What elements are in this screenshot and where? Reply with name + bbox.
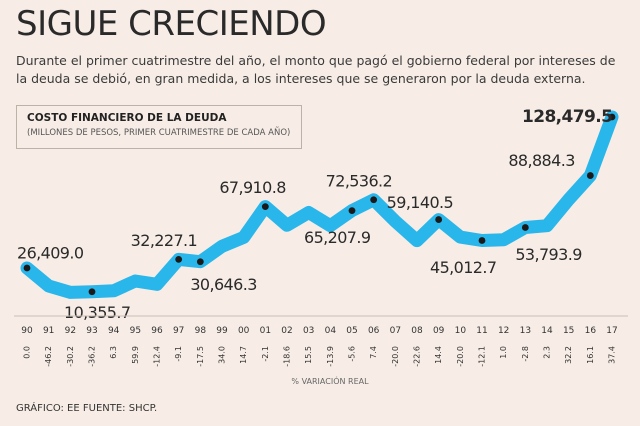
pct-change-label: -5.6 bbox=[348, 346, 357, 362]
data-label: 65,207.9 bbox=[304, 228, 371, 247]
data-label: 88,884.3 bbox=[508, 151, 574, 170]
data-label: 26,409.0 bbox=[17, 243, 84, 262]
pct-change-label: 37.4 bbox=[608, 346, 617, 364]
pct-axis-caption: % VARIACIÓN REAL bbox=[291, 375, 369, 386]
data-label: 53,793.9 bbox=[515, 245, 582, 264]
pct-change-label: 7.4 bbox=[369, 346, 378, 359]
data-point bbox=[175, 255, 183, 263]
x-tick-label: 15 bbox=[563, 326, 574, 336]
data-label: 67,910.8 bbox=[219, 178, 286, 197]
x-tick-label: 91 bbox=[43, 326, 54, 336]
data-label: 72,536.2 bbox=[326, 171, 392, 190]
legend-subtitle: (MILLONES DE PESOS, PRIMER CUATRIMESTRE … bbox=[27, 128, 291, 138]
data-point bbox=[586, 172, 594, 179]
x-tick-label: 14 bbox=[541, 326, 553, 336]
data-point bbox=[23, 264, 31, 272]
x-tick-label: 13 bbox=[520, 326, 531, 336]
pct-change-label: -22.6 bbox=[413, 346, 422, 367]
data-point bbox=[521, 224, 529, 231]
data-point bbox=[478, 237, 486, 244]
x-tick-label: 99 bbox=[216, 326, 228, 336]
footer-credits: GRÁFICO: EE FUENTE: SHCP. bbox=[16, 403, 158, 414]
pct-change-label: -36.2 bbox=[88, 346, 97, 367]
pct-change-label: -20.0 bbox=[391, 346, 400, 367]
pct-change-label: 0.0 bbox=[23, 346, 32, 359]
x-tick-label: 96 bbox=[151, 326, 163, 336]
legend-title: COSTO FINANCIERO DE LA DEUDA bbox=[27, 112, 227, 124]
pct-change-label: -12.4 bbox=[153, 346, 162, 367]
x-tick-label: 11 bbox=[476, 326, 487, 336]
data-label: 32,227.1 bbox=[131, 231, 197, 250]
data-label: 45,012.7 bbox=[430, 258, 496, 277]
x-tick-label: 10 bbox=[455, 326, 467, 336]
x-tick-label: 93 bbox=[86, 326, 97, 336]
data-point bbox=[88, 288, 96, 296]
pct-change-label: 32.2 bbox=[564, 346, 573, 364]
pct-change-label: -2.1 bbox=[261, 346, 270, 362]
x-tick-label: 92 bbox=[65, 326, 76, 336]
x-tick-label: 01 bbox=[260, 326, 271, 336]
pct-change-label: -46.2 bbox=[44, 346, 53, 367]
pct-change-label: 14.7 bbox=[239, 346, 248, 364]
pct-change-label: 1.0 bbox=[499, 346, 508, 359]
pct-change-label: -20.0 bbox=[456, 346, 465, 367]
pct-change-label: 2.3 bbox=[543, 346, 552, 359]
chart-title: SIGUE CRECIENDO bbox=[16, 4, 327, 44]
data-point bbox=[435, 216, 443, 223]
data-point bbox=[196, 258, 204, 266]
data-point bbox=[370, 196, 378, 204]
x-tick-label: 03 bbox=[303, 326, 314, 336]
pct-change-label: -30.2 bbox=[66, 346, 75, 367]
data-point bbox=[261, 203, 269, 210]
pct-change-label: -9.1 bbox=[174, 346, 183, 362]
x-tick-label: 04 bbox=[325, 326, 337, 336]
pct-change-label: 15.5 bbox=[304, 346, 313, 364]
data-label: 59,140.5 bbox=[387, 193, 453, 212]
x-tick-label: 97 bbox=[173, 326, 184, 336]
x-tick-label: 12 bbox=[498, 326, 509, 336]
data-label: 10,355.7 bbox=[64, 303, 130, 322]
pct-change-label: -17.5 bbox=[196, 346, 205, 367]
legend-box: COSTO FINANCIERO DE LA DEUDA (MILLONES D… bbox=[16, 105, 302, 149]
data-label: 30,646.3 bbox=[190, 275, 256, 294]
x-tick-label: 98 bbox=[195, 326, 207, 336]
x-tick-label: 95 bbox=[130, 326, 141, 336]
pct-change-label: 16.1 bbox=[586, 346, 595, 364]
pct-change-label: 6.3 bbox=[109, 346, 118, 359]
x-tick-label: 08 bbox=[411, 326, 423, 336]
pct-change-label: -13.9 bbox=[326, 346, 335, 367]
x-tick-label: 02 bbox=[281, 326, 292, 336]
x-tick-label: 09 bbox=[433, 326, 445, 336]
x-tick-label: 06 bbox=[368, 326, 380, 336]
data-label: 128,479.5 bbox=[522, 107, 612, 127]
pct-change-label: 59.9 bbox=[131, 346, 140, 364]
data-point bbox=[608, 113, 616, 121]
series-line bbox=[20, 110, 619, 299]
data-point bbox=[348, 207, 356, 214]
pct-change-label: 14.4 bbox=[434, 346, 443, 364]
pct-change-label: -2.8 bbox=[521, 346, 530, 362]
pct-change-label: -12.1 bbox=[478, 346, 487, 367]
pct-change-label: 34.0 bbox=[218, 346, 227, 364]
x-tick-label: 00 bbox=[238, 326, 250, 336]
x-tick-label: 90 bbox=[21, 326, 33, 336]
x-tick-label: 16 bbox=[585, 326, 597, 336]
pct-change-label: -18.6 bbox=[283, 346, 292, 367]
x-tick-label: 17 bbox=[606, 326, 617, 336]
x-tick-label: 07 bbox=[390, 326, 401, 336]
chart-subtitle: Durante el primer cuatrimestre del año, … bbox=[16, 53, 616, 86]
x-tick-label: 94 bbox=[108, 326, 120, 336]
x-tick-label: 05 bbox=[346, 326, 357, 336]
